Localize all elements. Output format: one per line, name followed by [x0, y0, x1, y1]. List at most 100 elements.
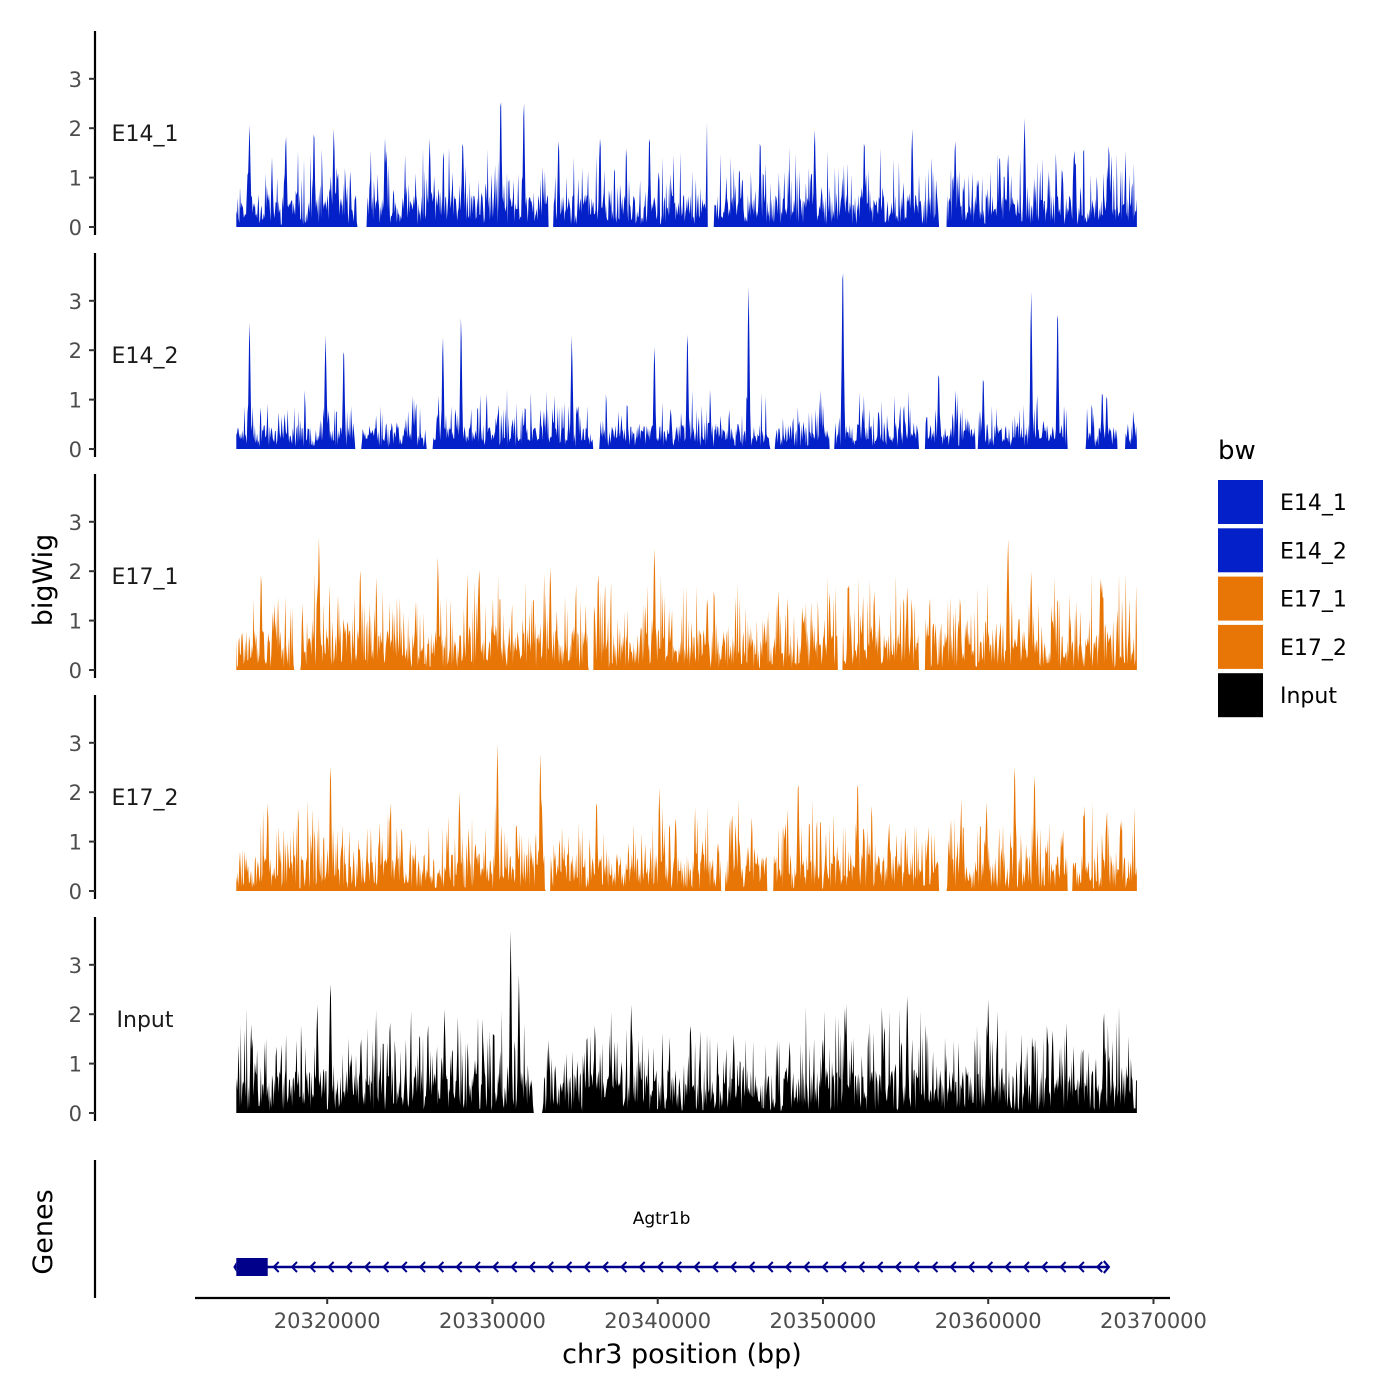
gene-Agtr1b: Agtr1b [233, 1209, 1111, 1276]
y-tick-label: 0 [69, 1102, 82, 1126]
strand-arrow [857, 1261, 866, 1273]
strand-arrow [308, 1261, 317, 1273]
genes-axis-title: Genes [28, 1189, 59, 1274]
strand-arrow [418, 1261, 426, 1273]
strand-arrow [821, 1261, 829, 1273]
strand-arrow [565, 1261, 573, 1273]
strand-arrow [748, 1261, 756, 1273]
strand-arrow [894, 1261, 902, 1273]
legend-label-E14_1: E14_1 [1280, 491, 1347, 516]
strand-arrow [931, 1261, 939, 1273]
y-tick-label: 1 [69, 167, 82, 191]
strand-arrow [1004, 1261, 1012, 1273]
strand-arrow [656, 1261, 664, 1273]
x-axis-title: chr3 position (bp) [562, 1339, 802, 1370]
strand-arrow [455, 1261, 463, 1273]
strand-arrow [784, 1261, 792, 1273]
strand-arrow [601, 1261, 609, 1273]
gene-track: Agtr1b [93, 1160, 1111, 1298]
legend-title: bw [1218, 436, 1256, 466]
track-label: E17_1 [112, 565, 179, 590]
y-tick-label: 3 [69, 511, 82, 535]
strand-arrow [491, 1261, 500, 1273]
signal-tracks: 0 1 2 3 E14_1 0 1 2 3 E14_2 0 1 2 3 E17_1 0 1 2 3 E17_2 0 1 2 3… [69, 31, 1137, 1126]
strand-arrow [272, 1261, 280, 1273]
strand-arrow [967, 1261, 975, 1273]
y-tick-label: 2 [69, 339, 82, 363]
strand-arrow [711, 1261, 719, 1273]
strand-arrow [345, 1261, 353, 1273]
track-label: E14_1 [112, 122, 179, 147]
legend-swatch-E17_1 [1218, 576, 1263, 621]
signal-area-E14_1 [236, 102, 1137, 227]
strand-arrow [363, 1261, 371, 1273]
track-label: Input [117, 1008, 174, 1033]
strand-arrow [473, 1261, 481, 1273]
track-label: E14_2 [112, 344, 179, 369]
legend-label-E14_2: E14_2 [1280, 539, 1347, 564]
x-axis: 20320000 20330000 20340000 20350000 20360000… [195, 1296, 1207, 1333]
x-tick-label: 20360000 [935, 1309, 1042, 1333]
track-E17_1: 0 1 2 3 E17_1 [69, 474, 1137, 683]
y-tick-label: 3 [69, 954, 82, 978]
strand-arrow [1059, 1261, 1067, 1273]
strand-arrow [766, 1261, 774, 1273]
strand-arrow [876, 1261, 884, 1273]
strand-arrow [839, 1261, 847, 1273]
gene-exon [236, 1258, 268, 1276]
legend-label-E17_2: E17_2 [1280, 636, 1347, 661]
gene-end-cap [1103, 1260, 1111, 1274]
track-E14_2: 0 1 2 3 E14_2 [69, 253, 1137, 462]
strand-arrow [1040, 1261, 1049, 1273]
y-tick-label: 1 [69, 831, 82, 855]
x-tick-label: 20350000 [770, 1309, 877, 1333]
strand-arrow [1077, 1261, 1085, 1273]
y-tick-label: 3 [69, 290, 82, 314]
y-tick-label: 2 [69, 1003, 82, 1027]
y-tick-label: 1 [69, 610, 82, 634]
y-tick-label: 0 [69, 216, 82, 240]
x-tick-label: 20370000 [1100, 1309, 1207, 1333]
strand-arrow [985, 1261, 994, 1273]
strand-arrow [546, 1261, 554, 1273]
legend-swatch-Input [1218, 673, 1263, 718]
gene-label: Agtr1b [633, 1209, 691, 1229]
strand-arrow [327, 1261, 335, 1273]
legend-label-E17_1: E17_1 [1280, 588, 1347, 613]
strand-arrow [912, 1261, 920, 1273]
strand-arrow [729, 1261, 737, 1273]
track-E14_1: 0 1 2 3 E14_1 [69, 31, 1137, 240]
signal-area-Input [236, 931, 1137, 1113]
strand-arrow [400, 1261, 408, 1273]
legend-swatch-E14_2 [1218, 528, 1263, 573]
x-tick-label: 20320000 [274, 1309, 381, 1333]
strand-arrow [1022, 1261, 1030, 1273]
legend-swatch-E14_1 [1218, 480, 1263, 524]
signal-area-E17_2 [236, 743, 1137, 891]
legend: bw E14_1 E14_2 E17_1 E17_2 Input [1218, 436, 1347, 718]
strand-arrow [802, 1261, 811, 1273]
gene-start-cap [233, 1262, 237, 1272]
y-tick-label: 1 [69, 389, 82, 413]
strand-arrow [583, 1261, 591, 1273]
strand-arrow [693, 1261, 701, 1273]
y-tick-label: 0 [69, 438, 82, 462]
strand-arrow [510, 1261, 518, 1273]
x-tick-label: 20340000 [604, 1309, 711, 1333]
strand-arrow [528, 1261, 536, 1273]
y-axis-title: bigWig [28, 534, 59, 627]
x-tick-label: 20330000 [439, 1309, 546, 1333]
signal-area-E17_1 [236, 537, 1137, 670]
strand-arrow [674, 1261, 683, 1273]
y-tick-label: 3 [69, 732, 82, 756]
strand-arrow [436, 1261, 445, 1273]
y-tick-label: 0 [69, 880, 82, 904]
y-tick-label: 3 [69, 68, 82, 92]
track-label: E17_2 [112, 786, 179, 811]
strand-arrow [290, 1261, 298, 1273]
track-E17_2: 0 1 2 3 E17_2 [69, 695, 1137, 904]
strand-arrow [382, 1261, 390, 1273]
legend-swatch-E17_2 [1218, 624, 1263, 669]
legend-label-Input: Input [1280, 684, 1337, 709]
